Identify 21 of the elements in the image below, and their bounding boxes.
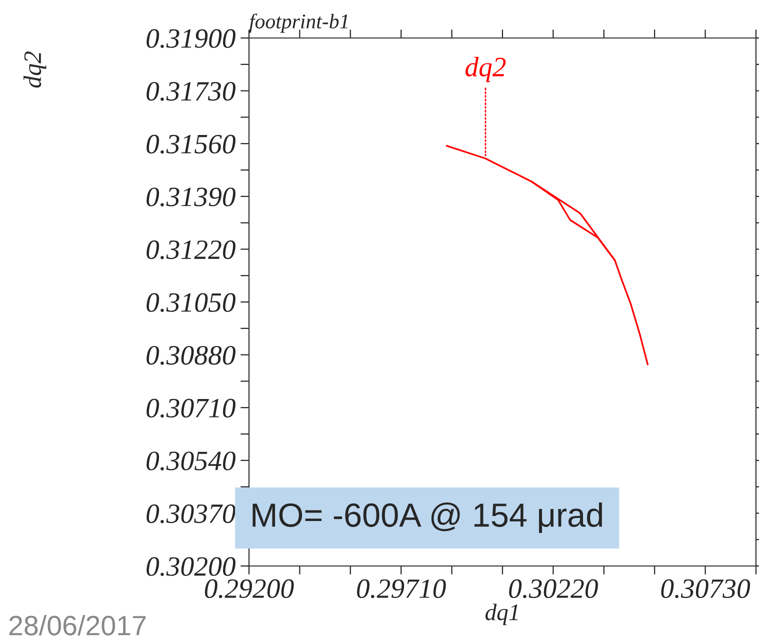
- annotation: dq2: [465, 56, 506, 82]
- y-tick-label: 0.31560: [146, 134, 236, 154]
- y-axis-title: dq2: [24, 51, 46, 88]
- y-tick-label: 0.31730: [146, 82, 236, 101]
- text: 28/06/2017: [9, 615, 146, 636]
- y-tick-label: 0.30880: [146, 346, 236, 365]
- x-tick-label: 0.30730: [661, 579, 750, 598]
- x-tick-label: 0.29200: [204, 579, 294, 598]
- y-tick-label: 0.31220: [146, 240, 236, 260]
- x-tick-label: 0.29710: [357, 579, 446, 598]
- y-tick-label: 0.30200: [146, 557, 236, 576]
- chart-title: footprint-b1: [249, 14, 348, 33]
- y-tick-label: 0.30370: [146, 504, 236, 524]
- x-tick-label: 0.30220: [509, 579, 598, 598]
- y-tick-label: 0.31390: [146, 188, 236, 206]
- x-axis-title: dq1: [485, 604, 518, 626]
- y-tick-label: 0.30710: [146, 398, 236, 418]
- y-tick-label: 0.31900: [146, 29, 236, 48]
- y-tick-label: 0.31050: [146, 293, 236, 312]
- y-tick-label: 0.30540: [146, 452, 236, 470]
- annotation: MO= -600A @ 154 μrad: [252, 502, 602, 534]
